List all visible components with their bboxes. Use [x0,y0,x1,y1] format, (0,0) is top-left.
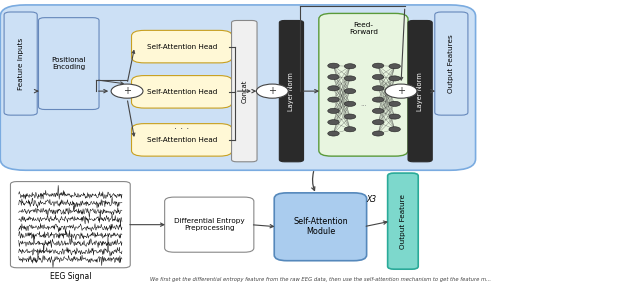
FancyBboxPatch shape [279,20,303,162]
Text: X3: X3 [367,195,377,204]
FancyBboxPatch shape [131,124,232,156]
FancyBboxPatch shape [274,193,367,261]
Circle shape [328,131,339,136]
Circle shape [372,74,384,80]
Circle shape [389,89,401,94]
Text: Self-Attention
Module: Self-Attention Module [293,217,348,237]
Circle shape [389,76,401,81]
Circle shape [372,86,384,91]
FancyBboxPatch shape [38,18,99,110]
Circle shape [389,64,401,69]
Text: We first get the differential entropy feature from the raw EEG data, then use th: We first get the differential entropy fe… [150,277,492,282]
Circle shape [328,108,339,113]
Circle shape [389,127,401,132]
Text: Concat: Concat [241,80,247,103]
Text: Feature Inputs: Feature Inputs [18,37,24,90]
Circle shape [328,63,339,68]
FancyBboxPatch shape [319,13,408,156]
Circle shape [372,120,384,125]
Text: Self-Attention Head: Self-Attention Head [147,137,217,143]
Circle shape [372,97,384,102]
Text: +: + [397,86,405,96]
Text: +: + [123,86,131,96]
Text: . . .: . . . [174,122,189,131]
Circle shape [328,120,339,125]
Text: Self-Attention Head: Self-Attention Head [147,89,217,95]
FancyBboxPatch shape [435,12,468,115]
Circle shape [389,101,401,106]
Text: Output Features: Output Features [449,34,454,93]
FancyBboxPatch shape [388,173,418,269]
Circle shape [344,76,356,81]
Circle shape [328,97,339,102]
Circle shape [344,89,356,94]
Text: Layer Norm: Layer Norm [417,72,423,110]
FancyBboxPatch shape [0,5,476,170]
Circle shape [344,64,356,69]
Circle shape [372,131,384,136]
Text: Positional
Encoding: Positional Encoding [52,57,86,70]
Circle shape [328,74,339,80]
Text: ...: ... [361,101,367,107]
Text: Layer Norm: Layer Norm [289,72,294,110]
Circle shape [344,114,356,119]
FancyBboxPatch shape [131,30,232,63]
Text: Differential Entropy
Preprocessing: Differential Entropy Preprocessing [174,218,244,231]
FancyBboxPatch shape [164,197,254,252]
FancyBboxPatch shape [232,20,257,162]
Circle shape [328,86,339,91]
Text: EEG Signal: EEG Signal [50,272,91,281]
Circle shape [385,84,417,98]
FancyBboxPatch shape [408,20,432,162]
FancyBboxPatch shape [10,181,131,268]
Circle shape [344,127,356,132]
FancyBboxPatch shape [4,12,37,115]
Circle shape [389,114,401,119]
FancyBboxPatch shape [131,76,232,108]
Circle shape [111,84,143,98]
Text: +: + [268,86,276,96]
Circle shape [372,108,384,113]
Text: Self-Attention Head: Self-Attention Head [147,44,217,50]
Circle shape [257,84,288,98]
Text: Feed-
Forward: Feed- Forward [349,22,378,36]
Text: Output Feature: Output Feature [400,194,406,248]
Circle shape [344,101,356,106]
Circle shape [372,63,384,68]
